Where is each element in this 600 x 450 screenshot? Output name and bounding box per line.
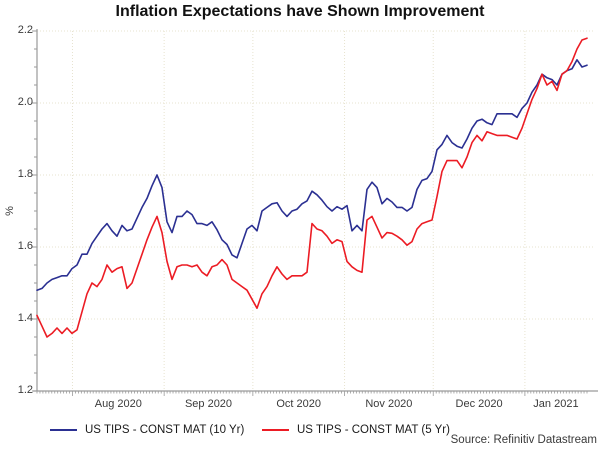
legend-line-5yr-icon: [262, 429, 289, 431]
source-attribution: Source: Refinitiv Datastream: [450, 434, 597, 446]
legend-label-5yr: US TIPS - CONST MAT (5 Yr): [297, 424, 450, 436]
y-tick-label: 2.0: [17, 96, 33, 108]
y-tick-label: 1.4: [17, 312, 33, 324]
x-tick-label: Sep 2020: [184, 398, 233, 410]
x-tick-label: Oct 2020: [276, 398, 322, 410]
legend: US TIPS - CONST MAT (10 Yr) US TIPS - CO…: [0, 422, 600, 438]
chart-title: Inflation Expectations have Shown Improv…: [115, 3, 485, 20]
y-axis-title: %: [4, 206, 16, 216]
x-tick-label: Nov 2020: [365, 398, 413, 410]
y-tick-label: 1.8: [17, 168, 33, 180]
y-tick-label: 1.2: [17, 384, 33, 396]
x-tick-label: Jan 2021: [533, 398, 579, 410]
legend-label-10yr: US TIPS - CONST MAT (10 Yr): [85, 424, 245, 436]
series-line-10yr: [36, 58, 588, 292]
x-tick-label: Aug 2020: [94, 398, 142, 410]
y-tick-label: 2.2: [17, 24, 33, 36]
legend-item-5yr: US TIPS - CONST MAT (5 Yr): [262, 422, 450, 438]
legend-line-10yr-icon: [50, 429, 77, 431]
x-tick-label: Dec 2020: [455, 398, 503, 410]
legend-item-10yr: US TIPS - CONST MAT (10 Yr): [50, 422, 244, 438]
series-line-5yr: [36, 37, 588, 338]
y-tick-label: 1.6: [17, 240, 33, 252]
